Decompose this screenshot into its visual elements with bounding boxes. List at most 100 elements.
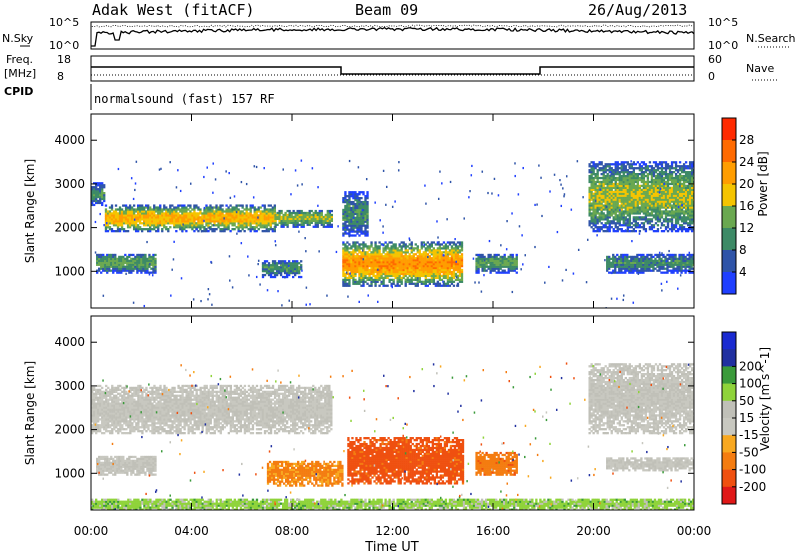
scatter-cell [654, 184, 658, 188]
scatter-cell [446, 278, 450, 281]
scatter-cell [342, 226, 345, 229]
scatter-cell [104, 220, 108, 223]
scatter-cell [171, 218, 174, 221]
scatter-cell [122, 269, 125, 272]
scatter-cell [588, 176, 591, 180]
scatter-cell [346, 253, 349, 256]
scatter-cell [444, 255, 448, 258]
scatter-cell [680, 167, 684, 170]
scatter-cell [670, 206, 674, 209]
scatter-cell [142, 257, 145, 261]
scatter-cell [358, 228, 361, 231]
scatter-cell [175, 226, 178, 229]
scatter-cell [124, 210, 128, 213]
nsky-tick-low: 10^0 [49, 39, 79, 52]
scatter-cell [183, 222, 186, 225]
scatter-cell [509, 261, 512, 264]
scatter-cell [247, 224, 250, 227]
scatter-cell [670, 220, 674, 223]
scatter-cell [678, 224, 682, 227]
scatter-cell [300, 209, 303, 213]
scatter-cell [300, 221, 303, 224]
scatter-cell [628, 222, 631, 225]
scatter-cell [410, 241, 413, 244]
scatter-cell [157, 216, 160, 219]
scatter-cell [612, 172, 615, 176]
scatter-cell [662, 178, 666, 182]
scatter-cell [654, 161, 658, 164]
scatter-cell [590, 220, 593, 223]
scatter-cell [406, 263, 409, 266]
scatter-cell [622, 198, 625, 201]
scatter-cell [422, 253, 425, 256]
scatter-cell [159, 206, 162, 209]
scatter-cell [209, 228, 212, 231]
scatter-cell [624, 257, 627, 261]
scatter-cell [610, 208, 613, 211]
scatter-cell [390, 251, 393, 254]
scatter-cell [656, 208, 660, 211]
scatter-cell [364, 245, 367, 248]
scatter-cell [294, 213, 297, 217]
scatter-cell [366, 263, 369, 266]
scatter-cell [273, 206, 276, 209]
scatter-cell [350, 255, 353, 258]
scatter-cell [458, 261, 462, 264]
scatter-cell [241, 222, 244, 225]
scatter-cell [636, 210, 640, 213]
scatter-cell [314, 221, 317, 224]
scatter-cell [243, 226, 246, 229]
scatter-cell [277, 260, 281, 263]
scatter-cell [654, 230, 658, 233]
scatter-cell [444, 264, 448, 268]
scatter-cell [96, 259, 99, 262]
scatter-cell [267, 273, 271, 277]
scatter-cell [495, 265, 498, 268]
scatter-cell [592, 230, 595, 233]
scatter-cell [356, 202, 359, 206]
scatter-cell [596, 212, 599, 215]
scatter-cell [116, 267, 119, 270]
scatter-cell [588, 210, 591, 213]
scatter-cell [444, 282, 448, 285]
scatter-cell [596, 204, 599, 207]
scatter-cell [217, 220, 220, 223]
scatter-cell [99, 186, 102, 189]
scatter-cell [610, 178, 613, 182]
scatter-cell [364, 266, 367, 270]
scatter-cell [382, 261, 385, 264]
scatter-cell [97, 190, 100, 193]
scatter-cell [110, 220, 114, 223]
scatter-cell [616, 163, 619, 166]
scatter-cell [310, 213, 313, 217]
scatter-cell [259, 224, 262, 227]
scatter-cell [505, 259, 508, 262]
scatter-cell [608, 192, 611, 195]
scatter-cell [592, 216, 595, 219]
scatter-cell [356, 232, 359, 235]
scatter-cell [594, 192, 597, 195]
scatter-cell [648, 220, 652, 223]
scatter-cell [642, 198, 646, 201]
scatter-cell [408, 261, 411, 264]
scatter-cell [682, 180, 686, 184]
scatter-cell [610, 265, 613, 268]
scatter-cell [626, 224, 629, 227]
scatter-cell [286, 213, 289, 217]
scatter-cell [278, 215, 281, 219]
scatter-cell [642, 204, 646, 207]
scatter-cell [298, 262, 301, 265]
scatter-cell [330, 219, 333, 223]
scatter-cell [406, 259, 409, 262]
scatter-cell [604, 198, 607, 201]
scatter-cell [392, 257, 395, 260]
scatter-cell [356, 212, 359, 216]
scatter-cell [610, 194, 613, 197]
scatter-cell [438, 255, 442, 258]
scatter-cell [620, 208, 623, 211]
scatter-cell [227, 214, 230, 217]
scatter-cell [146, 265, 149, 268]
scatter-cell [275, 269, 279, 273]
scatter-cell [362, 212, 365, 216]
scatter-cell [606, 228, 609, 231]
